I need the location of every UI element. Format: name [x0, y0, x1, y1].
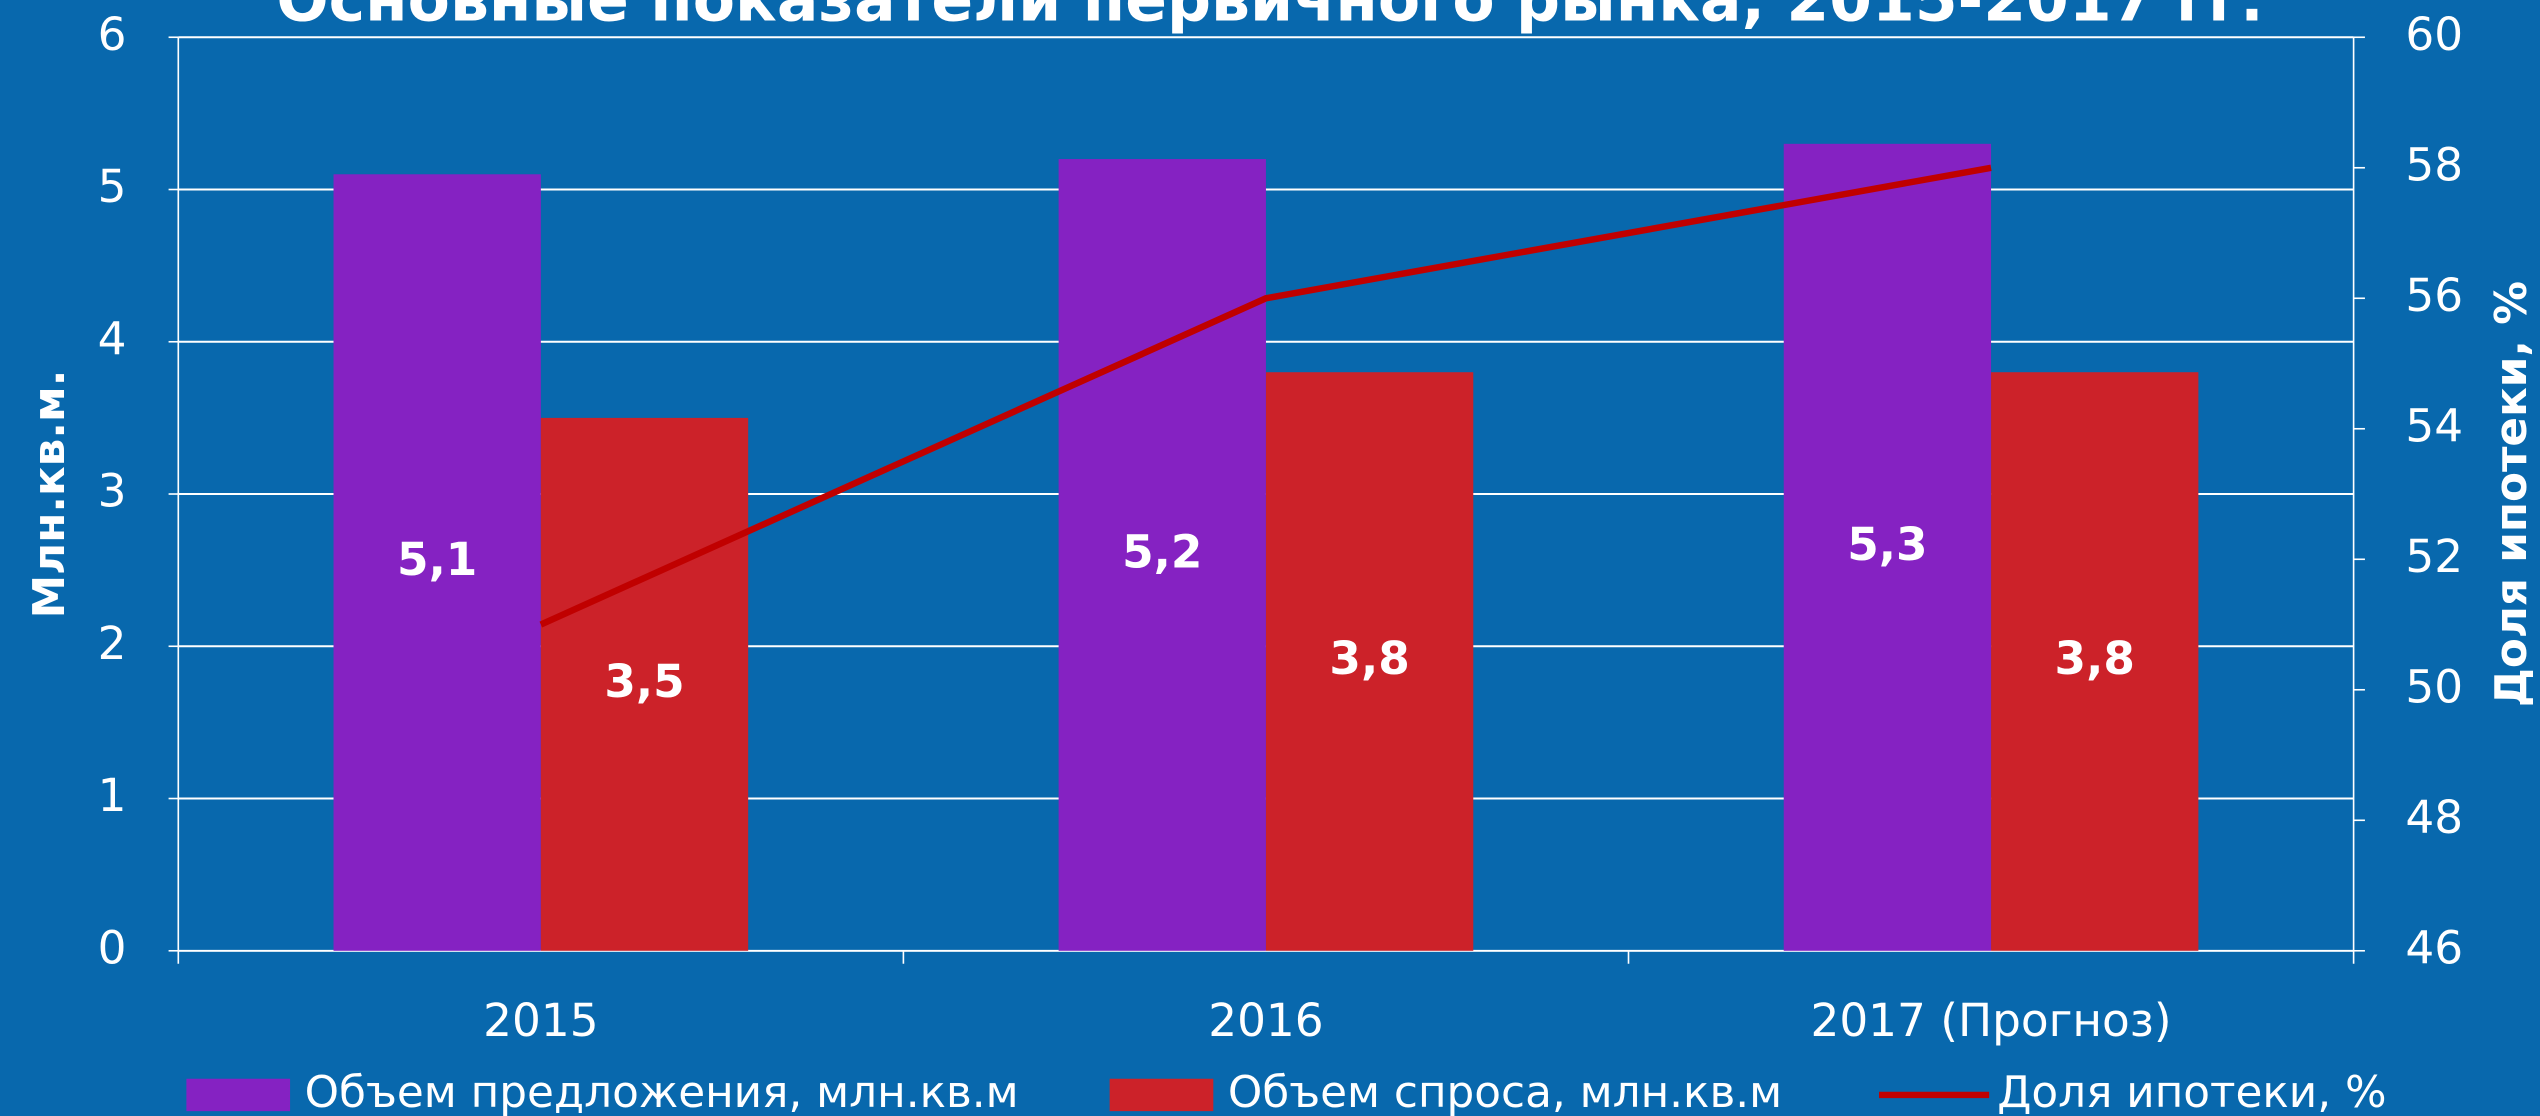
legend-swatch [1109, 1078, 1214, 1112]
y-tick-label: 1 [98, 769, 127, 822]
legend-label: Доля ипотеки, % [1997, 1067, 2386, 1116]
y2-tick-label: 50 [2405, 660, 2463, 713]
y2-tick-label: 56 [2405, 269, 2463, 322]
y2-axis-label: Доля ипотеки, % [2486, 281, 2537, 707]
chart-title: Основные показатели первичного рынка, 20… [276, 0, 2263, 35]
line-series [539, 164, 1992, 628]
y2-tick-label: 52 [2405, 530, 2463, 583]
x-tick-label: 2017 (Прогноз) [1810, 994, 2171, 1047]
y-tick-label: 6 [98, 8, 127, 61]
x-tick-label: 2016 [1208, 994, 1323, 1047]
x-tick-label: 2015 [483, 994, 598, 1047]
bar [540, 417, 749, 951]
data-label: 3,8 [2055, 632, 2135, 685]
bar [1058, 159, 1266, 951]
legend-swatch [186, 1078, 291, 1112]
bar [1783, 143, 1992, 951]
data-label: 3,8 [1329, 632, 1409, 685]
y2-tick-label: 54 [2405, 399, 2463, 452]
y2-tick-label: 60 [2405, 8, 2463, 61]
y-tick-label: 4 [98, 312, 127, 365]
legend-label: Объем спроса, млн.кв.м [1228, 1067, 1782, 1116]
y2-tick-label: 46 [2405, 921, 2463, 974]
bar [1265, 372, 1474, 951]
data-label: 5,2 [1122, 525, 1202, 578]
data-label: 3,5 [604, 655, 684, 708]
y2-tick-label: 58 [2405, 138, 2463, 191]
legend-label: Объем предложения, млн.кв.м [305, 1067, 1019, 1116]
y-tick-label: 5 [98, 160, 127, 213]
bar [1991, 372, 2199, 951]
data-label: 5,1 [397, 533, 477, 586]
y-axis-label: Млн.кв.м. [24, 370, 75, 619]
y-tick-label: 2 [98, 617, 127, 670]
y-tick-label: 0 [98, 921, 127, 974]
data-label: 5,3 [1847, 518, 1927, 571]
bar [333, 174, 541, 951]
y2-tick-label: 48 [2405, 791, 2463, 844]
y-tick-label: 3 [98, 465, 127, 518]
